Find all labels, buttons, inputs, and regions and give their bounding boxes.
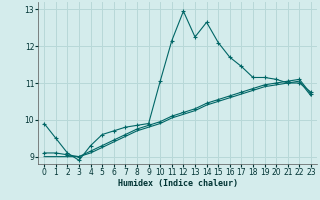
X-axis label: Humidex (Indice chaleur): Humidex (Indice chaleur) [118, 179, 238, 188]
